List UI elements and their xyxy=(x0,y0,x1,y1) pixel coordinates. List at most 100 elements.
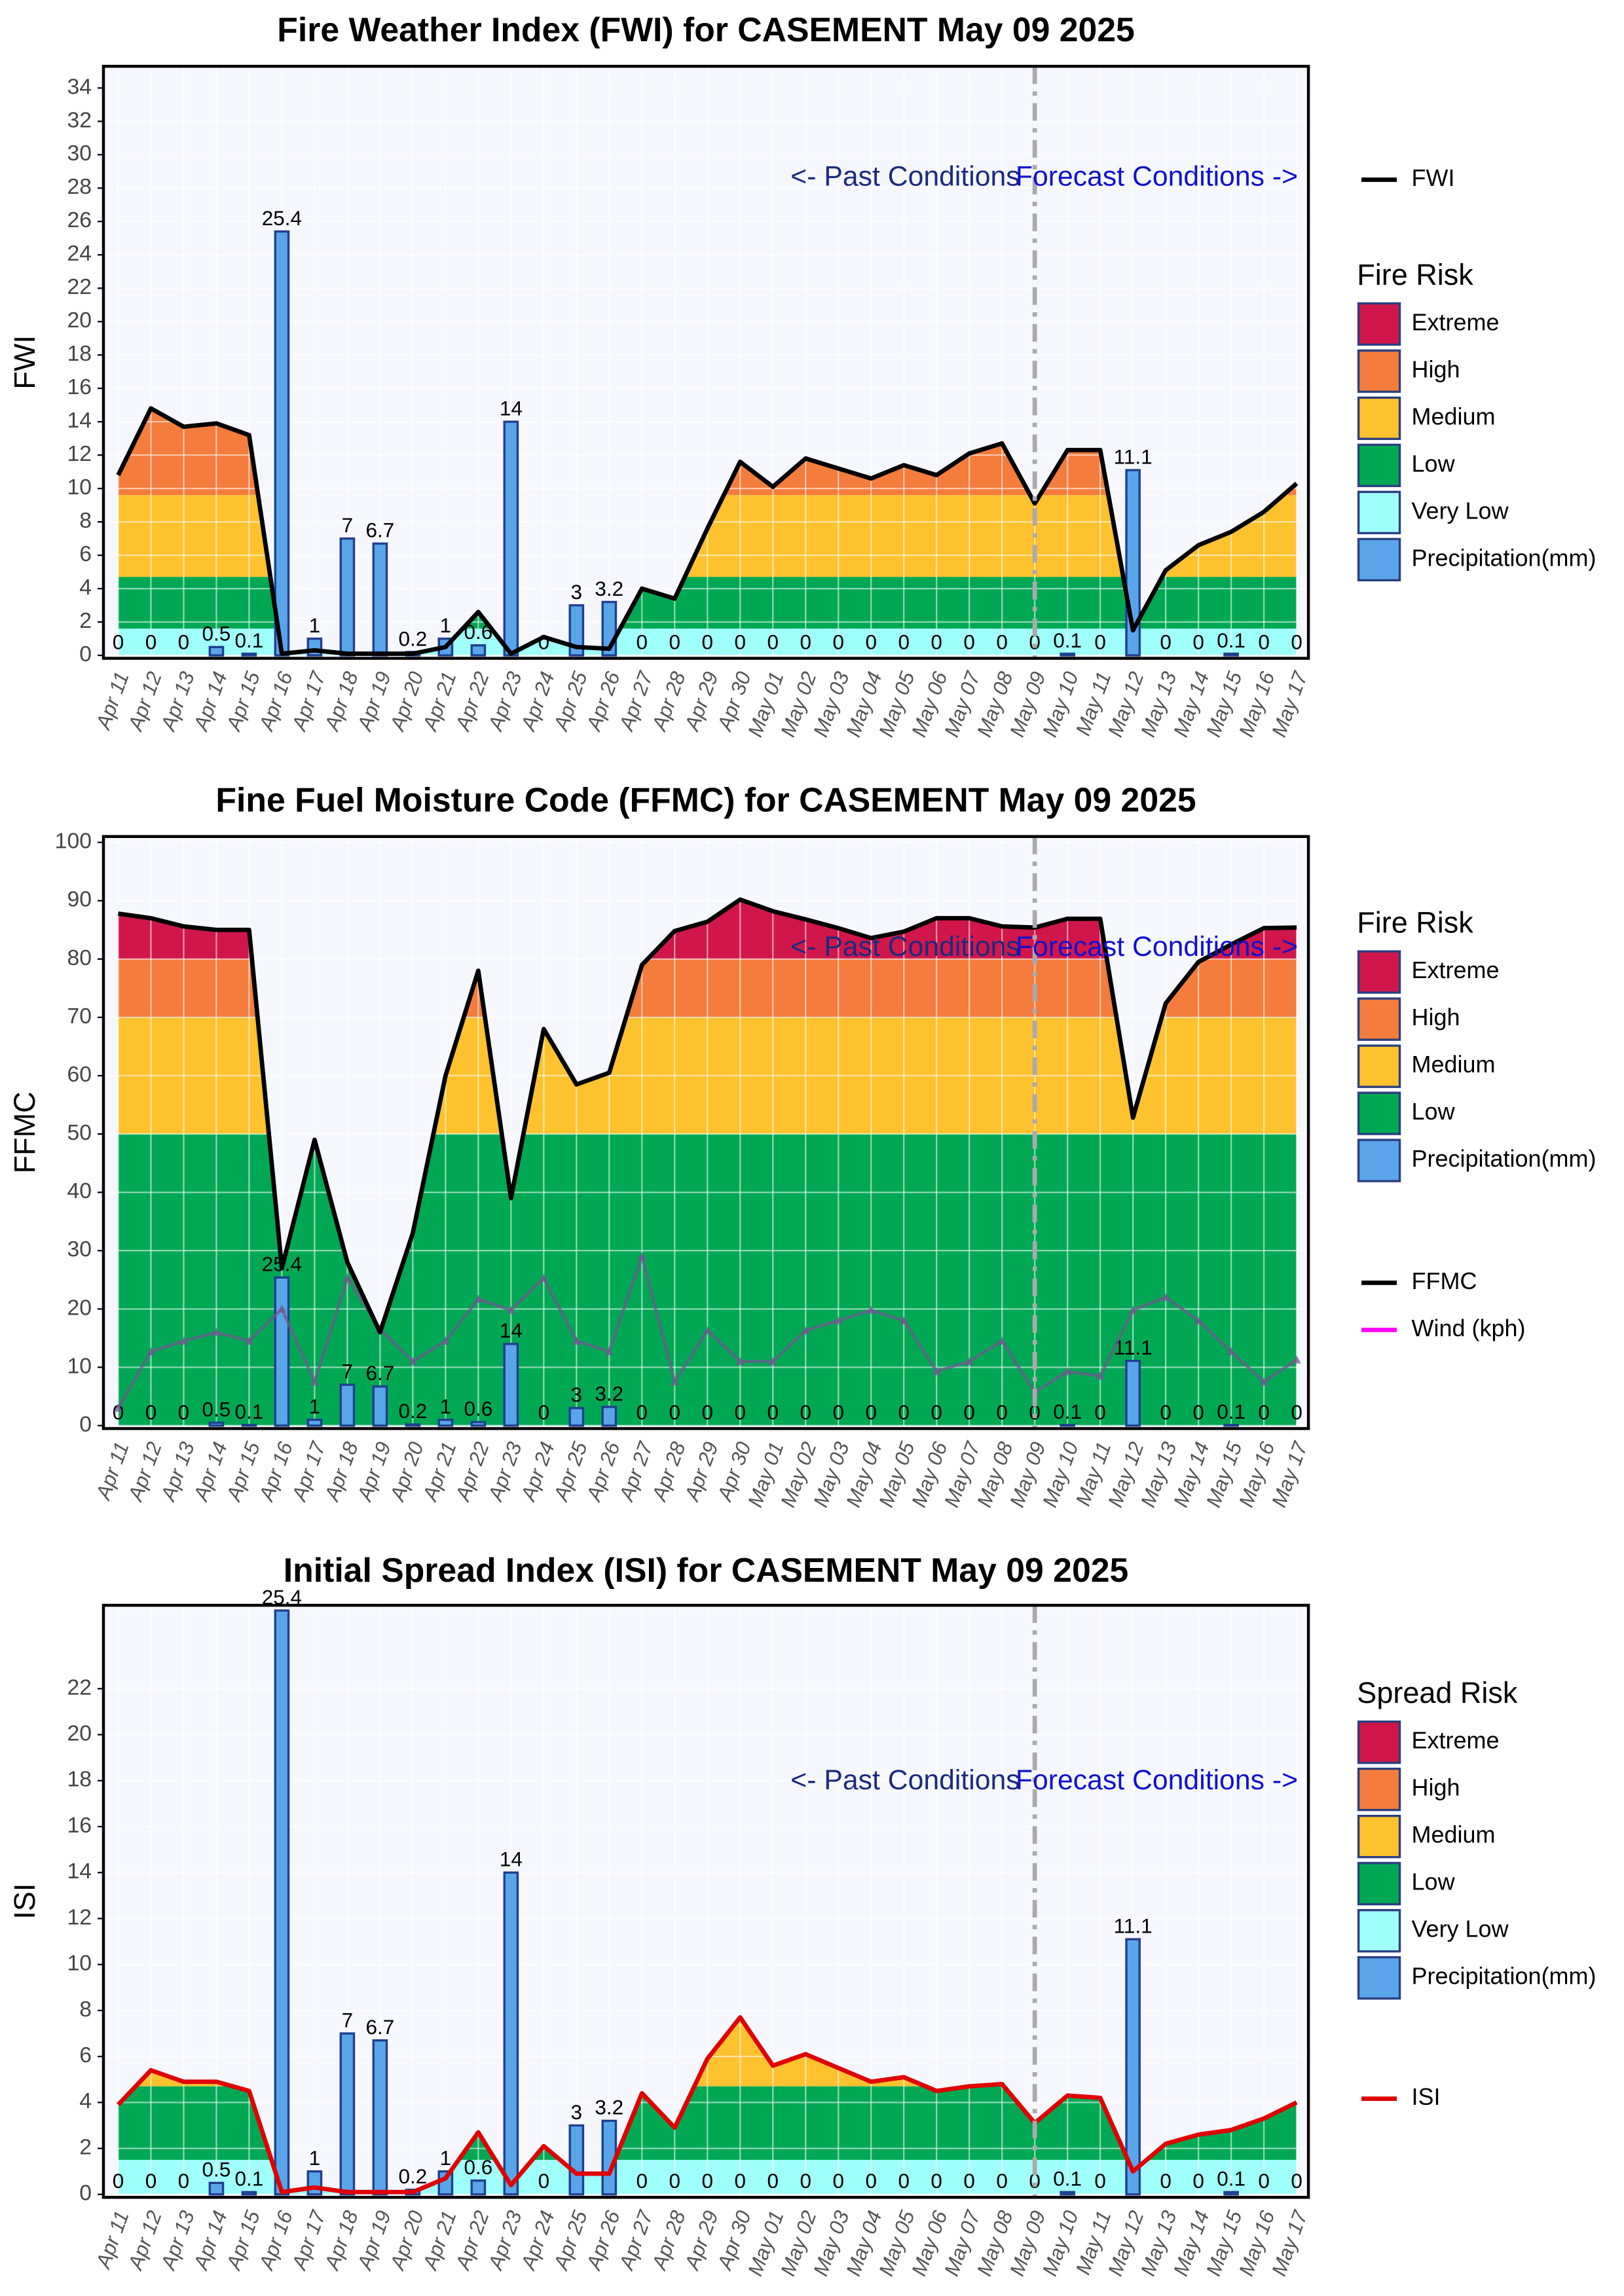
legend-swatch xyxy=(1357,349,1401,393)
precip-label: 0 xyxy=(1029,1400,1041,1424)
precip-label: 3 xyxy=(571,1383,583,1406)
precip-label: 0 xyxy=(963,2169,975,2193)
y-tick-label: 40 xyxy=(67,1178,92,1203)
legend-title: Fire Risk xyxy=(1357,906,1473,939)
precip-label: 0 xyxy=(1192,630,1204,653)
precip-bar xyxy=(1060,1423,1075,1427)
precip-bar xyxy=(241,2191,257,2196)
precip-label: 1 xyxy=(309,613,321,637)
legend-title: Fire Risk xyxy=(1357,258,1473,291)
wind-marker xyxy=(441,1336,451,1345)
legend-swatch xyxy=(1357,443,1401,488)
wind-marker xyxy=(539,1273,549,1282)
precip-label: 0.1 xyxy=(235,2167,264,2191)
precip-label: 6.7 xyxy=(366,519,395,542)
legend-label: Low xyxy=(1412,1868,1456,1895)
precip-label: 0.1 xyxy=(235,1400,264,1423)
precip-bar xyxy=(470,1421,487,1427)
precip-label: 3.2 xyxy=(595,577,623,600)
precip-label: 0 xyxy=(702,630,714,653)
precip-label: 0 xyxy=(865,630,877,653)
legend-swatch xyxy=(1357,1091,1401,1135)
legend-swatch xyxy=(1357,396,1401,441)
index-line xyxy=(118,897,1297,1335)
wind-marker xyxy=(1194,1316,1203,1324)
wind-marker xyxy=(572,1336,581,1345)
precip-label: 0.5 xyxy=(202,2158,231,2181)
precip-bar xyxy=(372,542,388,657)
legend-label: FFMC xyxy=(1412,1267,1477,1294)
wind-marker xyxy=(1096,1372,1105,1380)
legend-label: High xyxy=(1412,355,1460,382)
legend-label: Medium xyxy=(1412,1821,1496,1848)
legend-swatch xyxy=(1357,302,1401,346)
y-tick-label: 20 xyxy=(67,1721,92,1745)
y-axis-label: FWI xyxy=(8,335,41,389)
y-tick-label: 20 xyxy=(67,1295,92,1320)
legend-label: Medium xyxy=(1412,1051,1496,1078)
precip-label: 0 xyxy=(637,1400,648,1424)
wind-marker xyxy=(834,1316,843,1324)
precip-label: 0 xyxy=(1291,1400,1302,1424)
precip-label: 6.7 xyxy=(366,1361,395,1385)
wind-marker xyxy=(212,1328,221,1336)
precip-label: 0.1 xyxy=(235,629,264,652)
wind-marker xyxy=(604,1347,614,1356)
precip-label: 0 xyxy=(1094,1400,1106,1424)
y-tick-label: 14 xyxy=(67,1859,92,1884)
y-tick-label: 4 xyxy=(79,575,92,600)
wind-marker xyxy=(997,1336,1006,1345)
precip-label: 0 xyxy=(996,630,1008,653)
y-tick-label: 26 xyxy=(67,208,92,232)
plot-frame xyxy=(101,64,1310,660)
y-tick-label: 12 xyxy=(67,441,92,466)
precip-label: 0 xyxy=(702,2169,714,2193)
precip-bar xyxy=(568,1407,585,1427)
precip-label: 14 xyxy=(500,1848,523,1871)
precip-label: 0 xyxy=(832,630,844,653)
precip-label: 0 xyxy=(178,630,190,653)
precip-label: 7 xyxy=(342,513,354,537)
precip-bar xyxy=(339,2032,356,2196)
wind-marker xyxy=(637,1252,647,1260)
precip-label: 0 xyxy=(735,2169,747,2193)
y-axis-label: ISI xyxy=(8,1884,41,1920)
y-tick-label: 4 xyxy=(79,2088,92,2113)
y-tick-label: 30 xyxy=(67,141,92,166)
precip-label: 14 xyxy=(500,1319,523,1342)
forecast-annotation: Forecast Conditions -> xyxy=(1016,1764,1298,1796)
legend-swatch xyxy=(1357,1908,1401,1953)
y-tick-label: 0 xyxy=(79,642,92,666)
precip-label: 0 xyxy=(1160,2169,1172,2193)
precip-label: 0 xyxy=(145,2169,157,2193)
precip-label: 0 xyxy=(800,1400,811,1424)
precip-bar xyxy=(339,1383,356,1427)
precip-label: 0.1 xyxy=(1053,2167,1082,2191)
wind-marker xyxy=(1227,1347,1236,1356)
precip-label: 0.1 xyxy=(1217,629,1246,652)
precip-label: 14 xyxy=(500,396,523,420)
precip-bar xyxy=(503,1343,519,1427)
precip-label: 0 xyxy=(538,2169,550,2193)
precip-bar xyxy=(1223,2191,1239,2196)
y-tick-label: 10 xyxy=(67,1353,92,1378)
precip-label: 0 xyxy=(931,1400,942,1424)
precip-label: 0 xyxy=(669,2169,681,2193)
legend-swatch xyxy=(1357,1044,1401,1088)
precip-label: 0.6 xyxy=(464,2155,492,2179)
precip-bar xyxy=(1125,1938,1141,2196)
chart-title: Fine Fuel Moisture Code (FFMC) for CASEM… xyxy=(215,781,1196,819)
legend-label: High xyxy=(1412,1774,1460,1801)
past-annotation: <- Past Conditions xyxy=(790,931,1020,962)
wind-marker xyxy=(1063,1366,1072,1376)
legend-label: Low xyxy=(1412,1098,1456,1125)
precip-bar xyxy=(274,1609,290,2196)
precip-bar xyxy=(601,1406,618,1427)
precip-bar xyxy=(568,2124,585,2196)
precip-label: 0 xyxy=(832,2169,844,2193)
precip-label: 0.1 xyxy=(1053,629,1082,652)
legend-label: Precipitation(mm) xyxy=(1412,544,1596,571)
legend-swatch xyxy=(1357,997,1401,1041)
